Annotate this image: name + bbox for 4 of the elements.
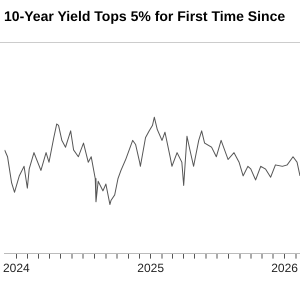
x-tick-label: 2024 <box>2 261 30 276</box>
x-tick-label: 2025 <box>137 261 164 276</box>
x-tick-label: 2026 <box>271 261 298 276</box>
chart-title: 10-Year Yield Tops 5% for First Time Since <box>3 7 286 26</box>
